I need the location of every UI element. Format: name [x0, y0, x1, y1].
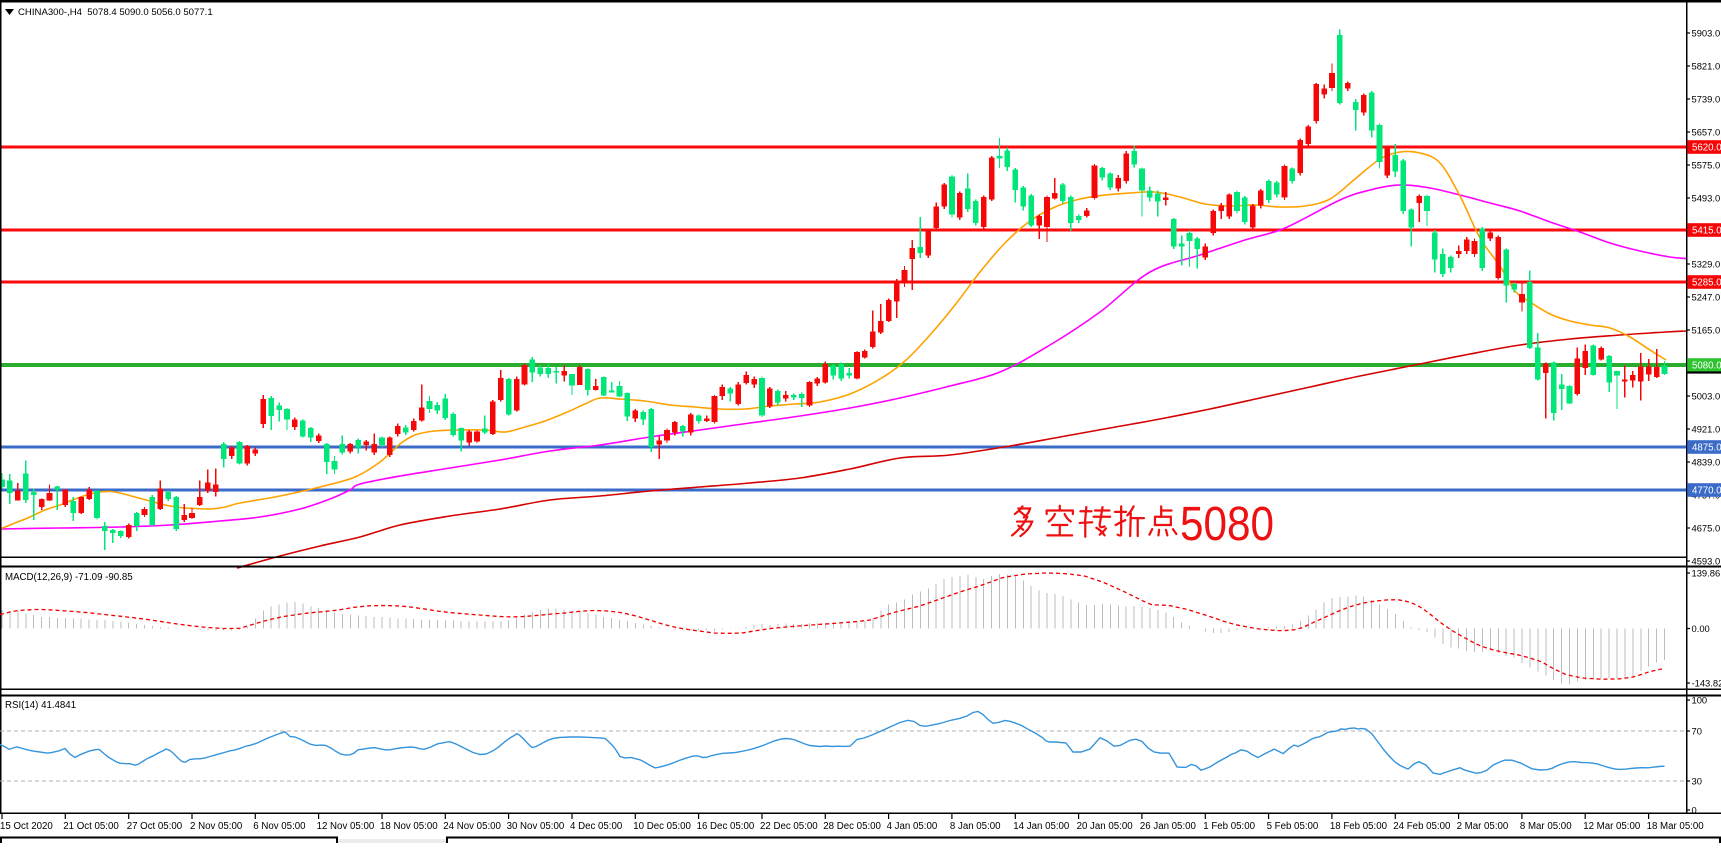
svg-text:30: 30	[1692, 776, 1702, 787]
svg-text:70: 70	[1692, 726, 1702, 737]
svg-text:5165.0: 5165.0	[1692, 325, 1721, 336]
svg-text:0.00: 0.00	[1692, 623, 1710, 634]
svg-text:24 Nov 05:00: 24 Nov 05:00	[443, 821, 501, 832]
svg-text:5247.0: 5247.0	[1692, 292, 1721, 303]
svg-text:8 Mar 05:00: 8 Mar 05:00	[1520, 821, 1572, 832]
svg-text:26 Jan 05:00: 26 Jan 05:00	[1140, 821, 1197, 832]
svg-text:0: 0	[1692, 805, 1697, 816]
svg-text:5620.0: 5620.0	[1692, 143, 1721, 154]
svg-text:18 Mar 05:00: 18 Mar 05:00	[1647, 821, 1705, 832]
svg-text:16 Dec 05:00: 16 Dec 05:00	[697, 821, 755, 832]
svg-text:12 Nov 05:00: 12 Nov 05:00	[317, 821, 375, 832]
svg-text:18 Nov 05:00: 18 Nov 05:00	[380, 821, 438, 832]
svg-text:28 Dec 05:00: 28 Dec 05:00	[823, 821, 881, 832]
svg-text:20 Jan 05:00: 20 Jan 05:00	[1077, 821, 1134, 832]
svg-text:RSI(14) 41.4841: RSI(14) 41.4841	[5, 700, 76, 711]
svg-text:2 Mar 05:00: 2 Mar 05:00	[1457, 821, 1509, 832]
svg-text:6 Nov 05:00: 6 Nov 05:00	[253, 821, 306, 832]
svg-text:5903.0: 5903.0	[1692, 28, 1721, 39]
svg-text:5003.0: 5003.0	[1692, 391, 1721, 402]
svg-text:4839.0: 4839.0	[1692, 457, 1721, 468]
svg-text:5285.0: 5285.0	[1692, 278, 1721, 289]
svg-text:4593.0: 4593.0	[1692, 556, 1721, 567]
svg-text:4 Jan 05:00: 4 Jan 05:00	[887, 821, 938, 832]
svg-text:30 Nov 05:00: 30 Nov 05:00	[507, 821, 565, 832]
svg-text:4921.0: 4921.0	[1692, 424, 1721, 435]
svg-text:2 Nov 05:00: 2 Nov 05:00	[190, 821, 243, 832]
svg-text:5415.0: 5415.0	[1692, 226, 1721, 237]
svg-text:5329.0: 5329.0	[1692, 259, 1721, 270]
svg-text:100: 100	[1692, 695, 1708, 706]
svg-text:22 Dec 05:00: 22 Dec 05:00	[760, 821, 818, 832]
svg-text:4 Dec 05:00: 4 Dec 05:00	[570, 821, 623, 832]
svg-text:4875.0: 4875.0	[1692, 443, 1721, 454]
svg-text:4675.0: 4675.0	[1692, 523, 1721, 534]
svg-text:5080: 5080	[1180, 498, 1274, 551]
svg-text:-143.82: -143.82	[1692, 678, 1721, 689]
svg-text:27 Oct 05:00: 27 Oct 05:00	[127, 821, 183, 832]
svg-text:5575.0: 5575.0	[1692, 160, 1721, 171]
svg-text:CHINA300-,H4 5078.4 5090.0 50: CHINA300-,H4 5078.4 5090.0 5056.0 5077.1	[18, 7, 213, 18]
svg-text:1 Feb 05:00: 1 Feb 05:00	[1203, 821, 1255, 832]
svg-text:4770.0: 4770.0	[1692, 486, 1721, 497]
svg-text:139.86: 139.86	[1692, 568, 1721, 579]
svg-text:5657.0: 5657.0	[1692, 127, 1721, 138]
svg-text:12 Mar 05:00: 12 Mar 05:00	[1583, 821, 1641, 832]
svg-text:5493.0: 5493.0	[1692, 193, 1721, 204]
svg-text:15 Oct 2020: 15 Oct 2020	[0, 821, 53, 832]
svg-text:8 Jan 05:00: 8 Jan 05:00	[950, 821, 1001, 832]
svg-text:21 Oct 05:00: 21 Oct 05:00	[63, 821, 119, 832]
svg-text:5739.0: 5739.0	[1692, 94, 1721, 105]
svg-text:14 Jan 05:00: 14 Jan 05:00	[1013, 821, 1070, 832]
svg-text:5821.0: 5821.0	[1692, 61, 1721, 72]
svg-text:5080.0: 5080.0	[1692, 361, 1721, 372]
svg-text:MACD(12,26,9) -71.09 -90.85: MACD(12,26,9) -71.09 -90.85	[5, 572, 133, 583]
svg-text:10 Dec 05:00: 10 Dec 05:00	[633, 821, 691, 832]
svg-text:5 Feb 05:00: 5 Feb 05:00	[1267, 821, 1319, 832]
svg-text:24 Feb 05:00: 24 Feb 05:00	[1393, 821, 1451, 832]
svg-text:18 Feb 05:00: 18 Feb 05:00	[1330, 821, 1388, 832]
